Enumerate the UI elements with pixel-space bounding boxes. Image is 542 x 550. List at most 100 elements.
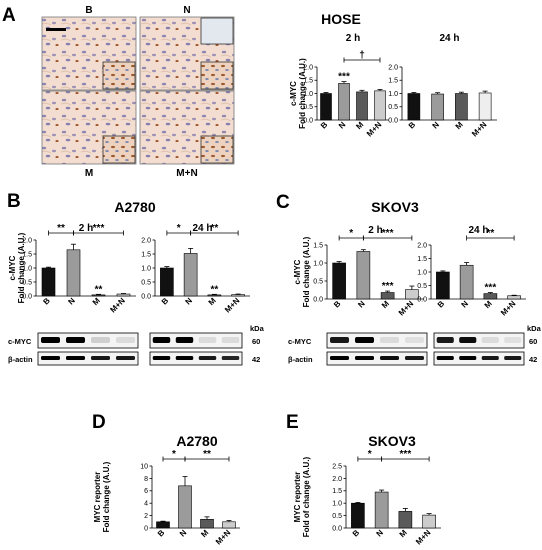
panel-letter-a: A — [2, 5, 16, 26]
kda-value: 42 — [252, 355, 260, 364]
bar-b — [351, 502, 365, 529]
y-tick-label: 2.0 — [141, 237, 151, 244]
category-label: M — [398, 528, 409, 539]
chart-hose-2h: HOSE 2 h c-MYC Fold change (A.U.)0.0 0.5 1.0 1… — [289, 11, 389, 139]
inset-m — [102, 135, 136, 164]
band-actin — [198, 356, 217, 360]
category-label: M+N — [414, 528, 433, 547]
chart-title: A2780 — [176, 433, 217, 449]
y-tick-label: 0.5 — [332, 513, 342, 520]
chart-title: SKOV3 — [368, 433, 416, 449]
bar-m-n — [507, 295, 521, 300]
category-label: N — [178, 528, 189, 539]
micrograph-label-b: B — [85, 5, 92, 16]
panel-letter-e: E — [286, 412, 299, 433]
kda-value: 60 — [529, 337, 537, 346]
blot-frame-cmyc — [37, 332, 139, 349]
blot-row-label: c-MYC — [8, 337, 32, 346]
y-tick-label: 1.5 — [141, 251, 151, 258]
category-label: M+N — [397, 299, 416, 318]
category-label: B — [41, 296, 52, 307]
chart-subtitle: 2 h — [346, 33, 360, 44]
band-actin — [504, 356, 522, 360]
significance-label: *** — [338, 72, 350, 83]
western-blots: kDa c-MYC 60 β-actin 42 kDa c-MYC 60 β-actin 42 — [8, 324, 542, 366]
y-tick-label: 2.0 — [388, 64, 398, 71]
band-actin — [91, 356, 110, 360]
category-label: B — [351, 528, 362, 539]
band-actin — [41, 356, 60, 360]
y-tick-label: 0.0 — [22, 293, 32, 300]
band-actin — [116, 356, 135, 360]
bar-n — [431, 93, 444, 121]
bracket-label: * — [349, 228, 353, 239]
bar-n — [374, 491, 389, 529]
y-tick-label: 2.0 — [332, 476, 342, 483]
category-label: B — [407, 120, 418, 131]
scale-bar — [46, 28, 66, 31]
blot-frame-cmyc — [149, 332, 243, 349]
category-label: M — [454, 120, 465, 131]
band-cmyc — [152, 337, 171, 343]
bar-b — [156, 521, 170, 529]
category-label: B — [160, 296, 171, 307]
bar-m-n — [478, 92, 492, 121]
y-tick-label: 4 — [144, 501, 148, 508]
y-tick-label: 1.5 — [417, 256, 427, 263]
panel-letter-c: C — [276, 192, 290, 213]
blot-row-label: β-actin — [288, 355, 313, 364]
y-tick-label: 1.0 — [22, 265, 32, 272]
blot-frame-actin — [433, 351, 525, 366]
band-actin — [330, 356, 349, 360]
y-tick-label: 0.0 — [313, 296, 323, 303]
y-tick-label: 0.0 — [303, 117, 313, 124]
bar-b — [320, 93, 332, 121]
bracket-label: ** — [57, 223, 65, 234]
chart-title: SKOV3 — [371, 199, 419, 215]
bar-m — [398, 511, 413, 529]
bar-m-n — [422, 514, 436, 529]
y-tick-label: 0.0 — [332, 525, 342, 532]
chart-a2780-24h: 24 h0.00.51.01.52.0B N M M+N*** ** — [141, 223, 250, 315]
y-tick-label: 8 — [144, 476, 148, 483]
bar-n — [178, 485, 192, 529]
y-axis-label: c-MYC — [8, 255, 17, 280]
category-label: M — [483, 299, 494, 310]
band-cmyc — [459, 337, 477, 343]
bracket-label: *** — [382, 228, 394, 239]
category-label: M — [380, 299, 391, 310]
category-label: B — [436, 299, 447, 310]
y-tick-label: 2 — [144, 513, 148, 520]
band-actin — [405, 356, 424, 360]
y-axis-label: c-MYC — [289, 81, 298, 106]
chart-a2780-reporter: A2780 MYC reporter Fold change (A.U.) 0 2 4 6 8… — [93, 433, 240, 547]
y-tick-label: 1.0 — [388, 91, 398, 98]
y-tick-label: 1.5 — [313, 242, 323, 249]
chart-skov3-reporter: SKOV3 MYC reporter Fold of change (A.U.) 0.… — [293, 433, 441, 547]
y-axis-label: c-MYC — [293, 259, 302, 284]
significance-label: *** — [382, 281, 394, 292]
band-cmyc — [91, 337, 110, 343]
band-cmyc — [330, 337, 349, 343]
y-axis-label: Fold change (A.U.) — [302, 236, 311, 307]
band-cmyc — [221, 337, 240, 343]
category-label: B — [332, 299, 343, 310]
bar-n — [356, 251, 371, 300]
bracket-label: ** — [210, 223, 218, 234]
bracket-label: ** — [203, 449, 211, 460]
y-tick-label: 1.5 — [22, 251, 32, 258]
band-actin — [380, 356, 399, 360]
y-tick-label: 1.0 — [313, 260, 323, 267]
y-tick-label: 1.5 — [303, 78, 313, 85]
chart-subtitle: 2 h — [368, 225, 382, 236]
category-label: M — [91, 296, 102, 307]
significance-label: ** — [95, 284, 103, 295]
bracket-label: ** — [486, 228, 494, 239]
chart-subtitle: 24 h — [192, 223, 212, 234]
band-actin — [152, 356, 171, 360]
y-tick-label: 10 — [140, 463, 148, 470]
category-label: M — [207, 296, 218, 307]
significance-label: *** — [485, 283, 497, 294]
